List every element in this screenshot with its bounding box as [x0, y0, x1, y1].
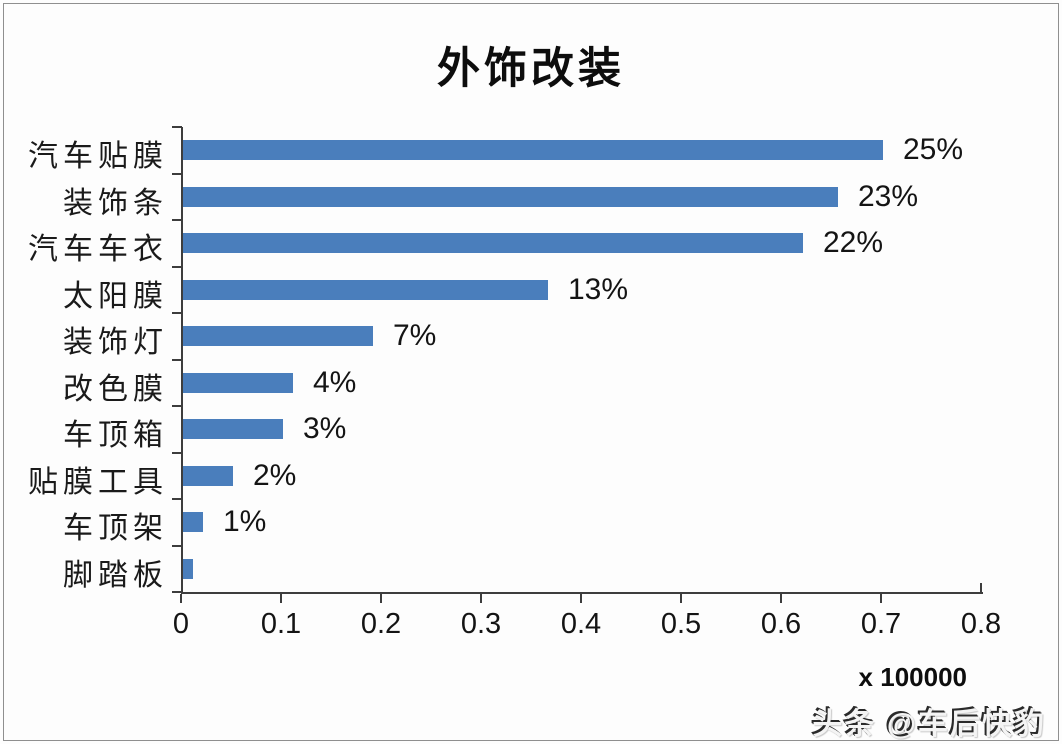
y-axis-tick — [172, 172, 182, 175]
y-axis-tick — [172, 265, 182, 268]
bar — [183, 326, 373, 347]
category-label: 车顶箱 — [63, 419, 168, 453]
bar — [183, 140, 883, 161]
bar — [183, 419, 283, 440]
category-label: 汽车贴膜 — [28, 140, 168, 174]
bar-value-label: 1% — [223, 505, 267, 539]
bar-value-label: 3% — [303, 412, 347, 446]
chart-title: 外饰改装 — [437, 45, 625, 93]
bar-value-label: 7% — [393, 319, 437, 353]
bar — [183, 465, 233, 486]
category-label: 太阳膜 — [63, 279, 168, 313]
bar — [183, 372, 293, 393]
bar-value-label: 13% — [568, 272, 629, 306]
category-label: 车顶架 — [63, 512, 168, 546]
y-axis-tick — [172, 405, 182, 407]
bar — [183, 233, 803, 254]
bar — [183, 512, 203, 533]
y-axis-tick — [172, 544, 182, 547]
x-tick-label: 0.2 — [360, 608, 402, 640]
category-label: 装饰条 — [63, 186, 168, 220]
x-tick-label: 0.8 — [960, 608, 1002, 640]
bar-value-label: 25% — [903, 133, 964, 167]
category-label: 装饰灯 — [63, 326, 168, 360]
x-axis-tick — [580, 594, 582, 603]
bar — [183, 186, 838, 207]
y-axis-tick — [172, 219, 182, 221]
x-axis-tick — [380, 594, 382, 603]
x-tick-label: 0.1 — [260, 608, 302, 640]
x-tick-label: 0.5 — [660, 608, 702, 640]
y-axis-tick — [172, 312, 182, 314]
y-axis-tick — [172, 358, 182, 361]
x-axis-tick — [280, 594, 282, 603]
category-label: 贴膜工具 — [28, 465, 168, 499]
x-axis-tick — [680, 594, 682, 603]
x-axis-tick — [780, 594, 782, 603]
x-axis-tick — [480, 594, 482, 603]
x-axis-tick — [980, 583, 982, 592]
axis-multiplier-label: x 100000 — [858, 662, 967, 692]
y-axis-tick — [172, 498, 182, 500]
category-label: 改色膜 — [63, 372, 168, 406]
category-label: 汽车车衣 — [28, 233, 168, 267]
x-tick-label: 0.7 — [860, 608, 902, 640]
x-tick-label: 0.4 — [560, 608, 602, 640]
y-axis-tick — [172, 126, 182, 128]
bar-value-label: 2% — [253, 458, 297, 492]
x-tick-label: 0 — [172, 608, 190, 640]
y-axis-tick — [172, 451, 182, 454]
bar — [183, 279, 548, 300]
bar — [183, 558, 193, 579]
x-axis-tick — [880, 594, 882, 603]
bar-value-label: 22% — [823, 226, 884, 260]
y-axis-tick — [172, 591, 182, 593]
x-axis-tick — [180, 594, 182, 603]
category-label: 脚踏板 — [63, 558, 168, 592]
watermark: 头条 @车后快豹 — [812, 708, 1046, 741]
bar-value-label: 23% — [858, 179, 919, 213]
bar-value-label: 4% — [313, 365, 357, 399]
x-tick-label: 0.3 — [460, 608, 502, 640]
x-tick-label: 0.6 — [760, 608, 802, 640]
plot-area — [181, 127, 983, 594]
